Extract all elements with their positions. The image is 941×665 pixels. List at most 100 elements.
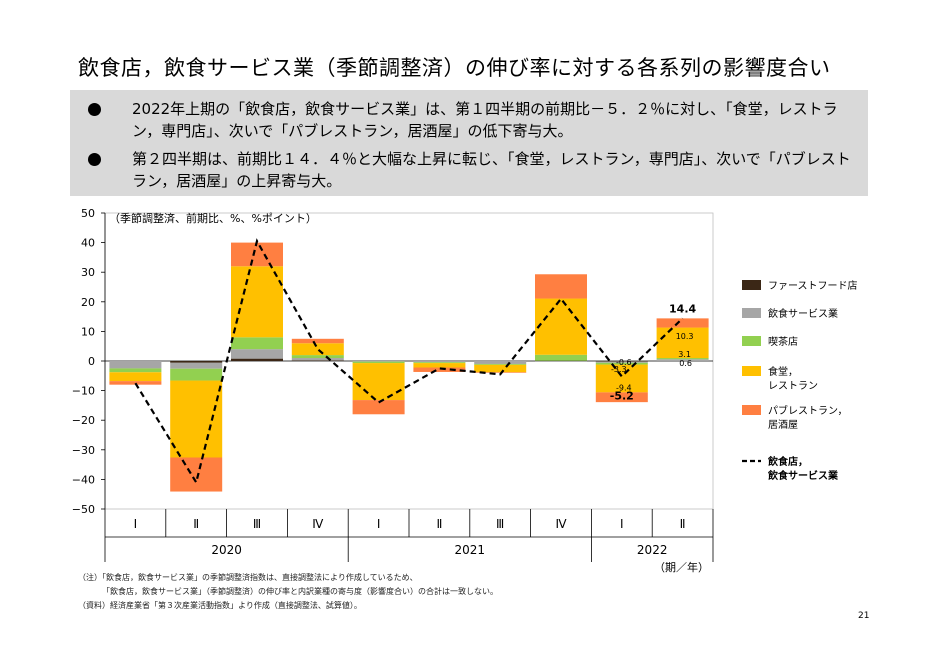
data-label-total: 14.4 — [669, 302, 696, 315]
y-tick-label: −20 — [72, 414, 95, 427]
bar-cafe — [595, 362, 648, 365]
data-label: -3.3 — [611, 365, 627, 374]
year-label: 2022 — [637, 543, 668, 557]
legend-label: パブレストラン， — [768, 404, 848, 417]
x-tick-label: Ⅱ — [680, 517, 686, 531]
y-tick-label: 20 — [81, 296, 95, 309]
bar-service — [109, 361, 162, 369]
bar-pub — [109, 381, 162, 385]
contribution-chart: 50 40 30 20 10 0 −10 −20 −30 −40 −50 （季節調整済、前期比、%、%… — [72, 207, 858, 574]
legend-label: 飲食店， — [767, 455, 808, 468]
bar-cafe — [535, 354, 587, 361]
bar-restaurant — [352, 363, 405, 401]
y-tick-label: 0 — [88, 355, 95, 368]
y-tick-label: −50 — [72, 503, 95, 516]
bar-service — [231, 349, 283, 359]
legend-swatch-pub — [742, 405, 761, 415]
summary-text-2: 第２四半期は、前期比１４．４％と大幅な上昇に転じ、「食堂，レストラン，専門店」、… — [132, 150, 851, 190]
bar-fastfood — [170, 361, 223, 363]
bar-service — [474, 361, 527, 364]
bar-cafe — [474, 363, 527, 365]
legend-label: ファーストフード店 — [768, 279, 858, 292]
y-tick-label: −30 — [72, 444, 95, 457]
x-unit-label: （期／年） — [654, 560, 709, 574]
bar-cafe — [170, 368, 223, 381]
bar-restaurant — [474, 364, 527, 373]
data-label: 3.1 — [678, 350, 691, 359]
summary-text-1: 2022年上期の「飲食店，飲食サービス業」は、第１四半期の前期比－５．２％に対し… — [132, 100, 838, 140]
x-tick-label: Ⅱ — [436, 517, 442, 531]
data-label: -9.4 — [616, 384, 632, 393]
bar-service — [595, 361, 648, 363]
bar-service — [535, 361, 587, 362]
legend-label: 飲食サービス業 — [768, 307, 838, 320]
y-tick-label: −40 — [72, 473, 95, 486]
bar-fastfood — [535, 360, 587, 362]
bar-pub — [231, 242, 283, 267]
bar-restaurant — [170, 380, 223, 458]
bar-restaurant — [656, 327, 709, 359]
line-total-series — [134, 238, 684, 486]
source-note: （資料）経済産業省「第３次産業活動指数」より作成（直接調整法、試算値）。 — [78, 601, 362, 610]
bar-pub — [535, 274, 587, 299]
legend-label: 食堂， — [768, 365, 798, 378]
data-label: 10.3 — [676, 332, 694, 341]
bar-service — [656, 359, 709, 361]
bar-service — [352, 361, 405, 362]
x-tick-label: Ⅳ — [555, 517, 566, 531]
bar-cafe — [109, 368, 162, 373]
bar-restaurant — [109, 372, 162, 382]
bar-pub — [291, 338, 344, 344]
bar-service — [291, 358, 344, 361]
legend-swatch-restaurant — [742, 366, 761, 376]
bar-fastfood — [291, 360, 344, 361]
unit-label: （季節調整済、前期比、%、%ポイント） — [109, 211, 317, 225]
bar-cafe — [231, 337, 283, 350]
y-tick-label: 50 — [81, 207, 95, 220]
bar-restaurant — [535, 298, 587, 355]
year-label: 2020 — [211, 543, 242, 557]
bar-pub — [170, 457, 223, 492]
bar-pub — [595, 392, 648, 403]
bar-cafe — [291, 355, 344, 359]
bar-pub — [352, 400, 405, 415]
y-tick-label: 10 — [81, 325, 95, 338]
x-tick-label: Ⅰ — [377, 517, 381, 531]
y-tick-label: −10 — [72, 385, 95, 398]
data-label-total: -5.2 — [610, 389, 634, 402]
bar-restaurant — [291, 343, 344, 356]
bullet-icon — [88, 153, 101, 166]
bar-cafe — [352, 361, 405, 364]
summary-box: 2022年上期の「飲食店，飲食サービス業」は、第１四半期の前期比－５．２％に対し… — [70, 90, 868, 196]
x-tick-label: Ⅲ — [253, 517, 261, 531]
note-2: 「飲食店，飲食サービス業」（季節調整済）の伸び率と内訳業種の寄与度（影響度合い）… — [102, 587, 498, 596]
x-tick-label: Ⅳ — [312, 517, 323, 531]
page-number: 21 — [858, 611, 870, 621]
x-tick-label: Ⅱ — [193, 517, 199, 531]
legend-label: 喫茶店 — [768, 335, 798, 348]
bar-service — [413, 361, 466, 363]
bar-pub — [656, 318, 709, 328]
bar-service — [170, 362, 223, 369]
legend-label: 飲食サービス業 — [767, 469, 839, 482]
bar-restaurant — [231, 266, 283, 338]
x-tick-label: Ⅲ — [496, 517, 504, 531]
legend-swatch-fastfood — [742, 280, 761, 290]
x-tick-label: Ⅰ — [134, 517, 138, 531]
x-tick-label: Ⅰ — [620, 517, 624, 531]
year-label: 2021 — [455, 543, 486, 557]
bar-pub — [474, 372, 527, 373]
bar-restaurant — [413, 363, 466, 368]
bar-cafe — [413, 362, 466, 364]
data-label: 0.6 — [679, 359, 692, 368]
bar-restaurant — [595, 364, 648, 393]
bar-cafe — [656, 358, 709, 360]
legend-label: 居酒屋 — [768, 419, 798, 431]
legend-swatch-service — [742, 308, 761, 318]
bullet-icon — [88, 103, 101, 116]
y-tick-label: 40 — [81, 237, 95, 250]
bar-fastfood — [231, 358, 283, 361]
bar-fastfood — [595, 361, 648, 362]
legend-label: レストラン — [768, 380, 818, 392]
data-label: -0.6 — [616, 358, 632, 367]
